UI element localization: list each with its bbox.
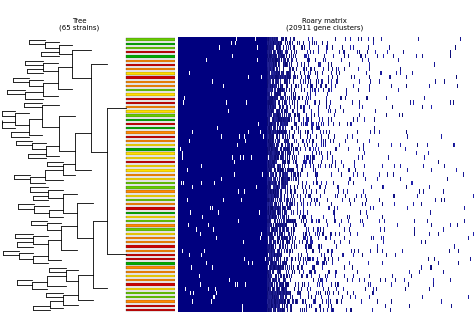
FancyBboxPatch shape [126,123,175,125]
FancyBboxPatch shape [126,212,175,214]
FancyBboxPatch shape [126,283,175,286]
FancyBboxPatch shape [126,233,175,235]
Text: Roary matrix
(20911 gene clusters): Roary matrix (20911 gene clusters) [286,18,363,31]
FancyBboxPatch shape [126,106,175,108]
FancyBboxPatch shape [126,309,175,311]
FancyBboxPatch shape [126,157,175,159]
FancyBboxPatch shape [126,148,175,150]
FancyBboxPatch shape [126,220,175,222]
FancyBboxPatch shape [126,296,175,298]
FancyBboxPatch shape [126,76,175,79]
FancyBboxPatch shape [126,250,175,252]
FancyBboxPatch shape [126,190,175,193]
FancyBboxPatch shape [126,173,175,176]
FancyBboxPatch shape [126,300,175,303]
FancyBboxPatch shape [126,258,175,260]
FancyBboxPatch shape [126,89,175,91]
FancyBboxPatch shape [126,153,175,155]
FancyBboxPatch shape [126,271,175,273]
FancyBboxPatch shape [126,115,175,117]
FancyBboxPatch shape [126,60,175,62]
FancyBboxPatch shape [126,93,175,95]
FancyBboxPatch shape [126,241,175,243]
FancyBboxPatch shape [126,102,175,104]
FancyBboxPatch shape [126,279,175,281]
FancyBboxPatch shape [126,131,175,134]
FancyBboxPatch shape [126,216,175,218]
FancyBboxPatch shape [126,144,175,146]
FancyBboxPatch shape [126,85,175,87]
FancyBboxPatch shape [126,245,175,248]
FancyBboxPatch shape [126,237,175,239]
FancyBboxPatch shape [126,262,175,265]
FancyBboxPatch shape [126,182,175,184]
FancyBboxPatch shape [126,169,175,172]
FancyBboxPatch shape [126,55,175,58]
FancyBboxPatch shape [126,199,175,201]
FancyBboxPatch shape [126,47,175,49]
FancyBboxPatch shape [126,266,175,269]
FancyBboxPatch shape [126,119,175,121]
FancyBboxPatch shape [126,140,175,142]
FancyBboxPatch shape [126,228,175,231]
FancyBboxPatch shape [126,275,175,277]
FancyBboxPatch shape [126,98,175,100]
FancyBboxPatch shape [126,135,175,138]
FancyBboxPatch shape [126,178,175,180]
FancyBboxPatch shape [126,203,175,205]
FancyBboxPatch shape [126,127,175,129]
FancyBboxPatch shape [126,165,175,168]
FancyBboxPatch shape [126,292,175,294]
FancyBboxPatch shape [126,80,175,83]
Text: Tree
(65 strains): Tree (65 strains) [59,18,99,31]
FancyBboxPatch shape [126,161,175,163]
FancyBboxPatch shape [126,110,175,113]
FancyBboxPatch shape [126,207,175,210]
FancyBboxPatch shape [126,254,175,256]
FancyBboxPatch shape [126,224,175,227]
FancyBboxPatch shape [126,64,175,66]
FancyBboxPatch shape [126,288,175,290]
FancyBboxPatch shape [126,186,175,188]
FancyBboxPatch shape [126,38,175,41]
FancyBboxPatch shape [126,43,175,45]
FancyBboxPatch shape [126,195,175,197]
FancyBboxPatch shape [126,51,175,53]
FancyBboxPatch shape [126,72,175,75]
FancyBboxPatch shape [126,68,175,70]
FancyBboxPatch shape [126,305,175,307]
